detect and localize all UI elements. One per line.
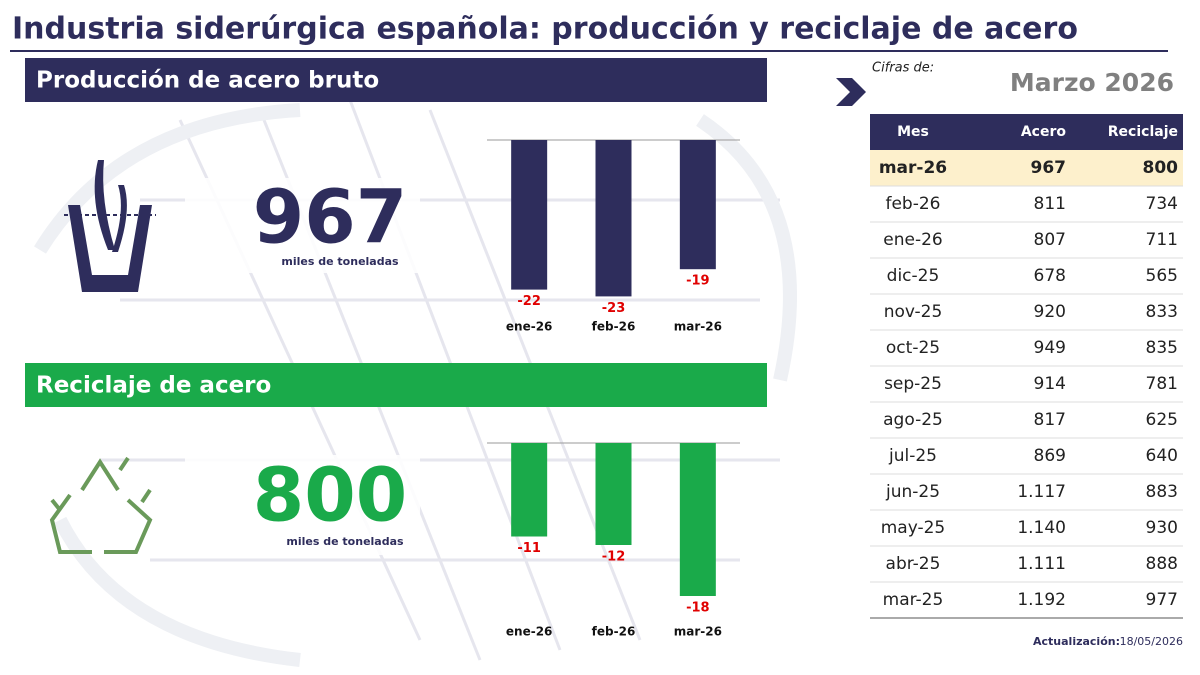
table-cell: 807	[1034, 230, 1066, 250]
chevron	[836, 78, 866, 106]
table-cell: 949	[1034, 338, 1066, 358]
table-cell: ene-26	[883, 230, 942, 250]
bar	[595, 140, 632, 297]
bar	[679, 140, 716, 270]
table-cell: 888	[1146, 554, 1178, 574]
table-cell: 678	[1034, 266, 1066, 286]
background-structure	[34, 99, 797, 667]
table-cell: 914	[1034, 374, 1066, 394]
table-cell: 811	[1034, 194, 1066, 214]
table-cell: 1.117	[1017, 482, 1066, 502]
value-label: -11	[517, 541, 541, 556]
table-cell: 625	[1146, 410, 1178, 430]
table-cell: nov-25	[884, 302, 943, 322]
table-cell: 800	[1143, 158, 1179, 178]
column-header: Acero	[1021, 124, 1067, 140]
kpi-unit: miles de toneladas	[281, 255, 399, 268]
section-header	[25, 363, 767, 407]
x-tick-label: mar-26	[674, 625, 722, 639]
table-cell: 1.140	[1017, 518, 1066, 538]
period-value: Marzo 2026	[1010, 68, 1174, 97]
update-label: Actualización:	[1033, 635, 1120, 648]
table-cell: 565	[1146, 266, 1178, 286]
section-header	[25, 58, 767, 102]
table-cell: 835	[1146, 338, 1178, 358]
table-cell: 781	[1146, 374, 1178, 394]
highlight-row	[870, 150, 1183, 186]
bar	[679, 443, 716, 596]
table-cell: mar-25	[883, 590, 944, 610]
column-header: Reciclaje	[1108, 124, 1178, 140]
page-title: Industria siderúrgica española: producci…	[12, 12, 1078, 47]
table-cell: 883	[1146, 482, 1178, 502]
bar	[511, 140, 548, 290]
table-cell: 869	[1034, 446, 1066, 466]
table-cell: abr-25	[886, 554, 941, 574]
table-header	[870, 114, 1183, 150]
table-cell: 734	[1146, 194, 1178, 214]
kpi-value: 967	[253, 175, 407, 261]
table-cell: 977	[1146, 590, 1178, 610]
table-cell: jul-25	[888, 446, 937, 466]
value-label: -18	[686, 601, 710, 616]
period-label: Cifras de:	[872, 61, 934, 76]
value-label: -22	[517, 294, 541, 309]
value-label: -23	[602, 301, 626, 316]
recycle-icon	[49, 456, 153, 554]
table-cell: oct-25	[886, 338, 940, 358]
table-cell: 1.111	[1017, 554, 1066, 574]
table-cell: 817	[1034, 410, 1066, 430]
table-cell: 920	[1034, 302, 1066, 322]
table-cell: feb-26	[885, 194, 940, 214]
table-cell: 1.192	[1017, 590, 1066, 610]
x-tick-label: feb-26	[592, 320, 636, 334]
kpi-backdrop	[185, 178, 420, 273]
bar	[595, 443, 632, 545]
table-cell: mar-26	[879, 158, 947, 178]
column-header: Mes	[897, 124, 929, 140]
x-tick-label: feb-26	[592, 625, 636, 639]
section-title: Reciclaje de acero	[36, 373, 271, 399]
value-label: -12	[602, 550, 626, 565]
table-cell: 833	[1146, 302, 1178, 322]
table-cell: ago-25	[883, 410, 943, 430]
update-date: 18/05/2026	[1120, 635, 1183, 648]
value-label: -19	[686, 274, 710, 289]
bar	[511, 443, 548, 537]
table-cell: 711	[1146, 230, 1178, 250]
bucket-icon	[64, 160, 156, 292]
x-tick-label: mar-26	[674, 320, 722, 334]
table-cell: sep-25	[884, 374, 942, 394]
table-cell: 640	[1146, 446, 1178, 466]
table-cell: may-25	[881, 518, 946, 538]
section-title: Producción de acero bruto	[36, 68, 379, 94]
kpi-unit: miles de toneladas	[286, 535, 404, 548]
table-cell: jun-25	[885, 482, 940, 502]
table-cell: 930	[1146, 518, 1178, 538]
kpi-backdrop	[185, 455, 420, 555]
x-tick-label: ene-26	[506, 625, 553, 639]
kpi-value: 800	[253, 453, 407, 539]
table-cell: 967	[1031, 158, 1067, 178]
table-body: mar-26 967 800 feb-26 811 734 ene-26 807 711 dic-…	[870, 150, 1183, 619]
x-tick-label: ene-26	[506, 320, 553, 334]
table-cell: dic-25	[887, 266, 940, 286]
